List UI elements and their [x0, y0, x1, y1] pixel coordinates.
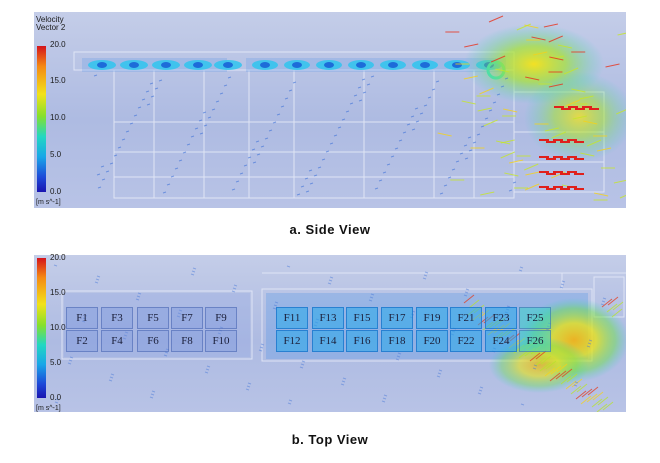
side-legend-title-line1: Velocity: [36, 15, 64, 24]
fan-F6: F6: [137, 330, 169, 352]
fan-F18: F18: [381, 330, 413, 352]
side-view-field: [73, 15, 626, 201]
fan-F4: F4: [101, 330, 133, 352]
fan-F23: F23: [485, 307, 517, 329]
fan-F25: F25: [519, 307, 551, 329]
side-view-caption: a. Side View: [289, 222, 371, 237]
side-legend-title: Velocity Vector 2: [36, 16, 65, 32]
fan-F22: F22: [450, 330, 482, 352]
fan-F19: F19: [416, 307, 448, 329]
top-colorbar: [37, 258, 46, 398]
side-tick-20: 20.0: [50, 40, 66, 49]
fan-F9: F9: [205, 307, 237, 329]
side-legend-title-line2: Vector 2: [36, 23, 66, 32]
fan-F20: F20: [416, 330, 448, 352]
fan-F11: F11: [276, 307, 308, 329]
fan-F2: F2: [66, 330, 98, 352]
fan-F24: F24: [485, 330, 517, 352]
top-legend-unit: [m s^-1]: [36, 405, 61, 412]
side-tick-10: 10.0: [50, 113, 66, 122]
top-view-caption: b. Top View: [291, 432, 369, 447]
fan-F8: F8: [171, 330, 203, 352]
fan-F15: F15: [346, 307, 378, 329]
fan-F21: F21: [450, 307, 482, 329]
fan-F13: F13: [312, 307, 344, 329]
fan-F16: F16: [346, 330, 378, 352]
fan-F14: F14: [312, 330, 344, 352]
side-tick-5: 5.0: [50, 150, 62, 159]
top-tick-15: 15.0: [50, 288, 66, 297]
fan-F7: F7: [171, 307, 203, 329]
fan-F10: F10: [205, 330, 237, 352]
side-legend-unit: [m s^-1]: [36, 199, 61, 206]
top-tick-10: 10.0: [50, 323, 66, 332]
fan-F5: F5: [137, 307, 169, 329]
fan-F12: F12: [276, 330, 308, 352]
top-tick-20: 20.0: [50, 253, 66, 262]
side-tick-15: 15.0: [50, 76, 66, 85]
top-tick-0: 0.0: [50, 393, 62, 402]
side-colorbar: [37, 46, 46, 192]
top-tick-5: 5.0: [50, 358, 62, 367]
side-view-plot: [34, 12, 626, 208]
fan-F17: F17: [381, 307, 413, 329]
side-tick-0: 0.0: [50, 187, 62, 196]
fan-F26: F26: [519, 330, 551, 352]
fan-F1: F1: [66, 307, 98, 329]
fan-F3: F3: [101, 307, 133, 329]
